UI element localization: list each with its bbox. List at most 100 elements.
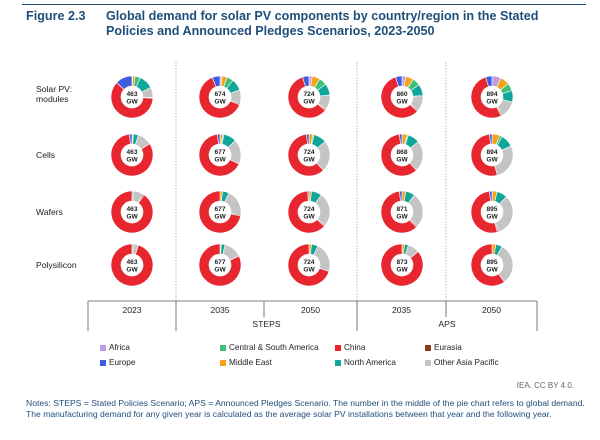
donut-slice bbox=[110, 243, 154, 287]
figure-label: Figure 2.3 bbox=[26, 9, 86, 23]
notes: Notes: STEPS = Stated Policies Scenario;… bbox=[26, 398, 585, 419]
donut-slice bbox=[110, 190, 154, 234]
center-total-label: 724 bbox=[303, 149, 314, 156]
legend-item: North America bbox=[335, 358, 396, 367]
donut-hole bbox=[391, 86, 413, 108]
legend-swatch bbox=[220, 344, 226, 351]
legend-swatch bbox=[335, 344, 341, 351]
donut-hole bbox=[298, 86, 320, 108]
donut-hole bbox=[391, 144, 413, 166]
center-total-label: 860 bbox=[396, 91, 407, 98]
donut-slice bbox=[129, 133, 133, 145]
center-unit-label: GW bbox=[126, 157, 138, 164]
donut-hole bbox=[121, 201, 143, 223]
donut-slice bbox=[489, 133, 493, 145]
center-total-label: 724 bbox=[303, 259, 314, 266]
center-total-label: 677 bbox=[214, 259, 225, 266]
center-total-label: 724 bbox=[303, 91, 314, 98]
donut-slice bbox=[287, 76, 326, 119]
legend-swatch bbox=[220, 359, 226, 366]
legend-swatch bbox=[100, 359, 106, 366]
column-year-label: 2023 bbox=[122, 305, 141, 315]
donut-hole bbox=[391, 201, 413, 223]
donut-slice bbox=[485, 75, 493, 87]
donut-slice bbox=[395, 75, 403, 87]
legend-label: North America bbox=[344, 358, 396, 367]
legend-label: Europe bbox=[109, 358, 136, 367]
donut-slice bbox=[110, 82, 154, 119]
center-unit-label: GW bbox=[214, 267, 226, 274]
center-unit-label: GW bbox=[303, 157, 315, 164]
legend-item: Europe bbox=[100, 358, 135, 367]
legend-item: China bbox=[335, 343, 365, 352]
row-label: Solar PV: modules bbox=[36, 84, 72, 104]
legend-swatch bbox=[100, 344, 106, 351]
center-total-label: 895 bbox=[486, 206, 497, 213]
legend-swatch bbox=[335, 359, 341, 366]
donut-slice bbox=[110, 133, 154, 177]
center-total-label: 894 bbox=[486, 149, 497, 156]
legend-item: Central & South America bbox=[220, 343, 319, 352]
donut-slice bbox=[489, 190, 493, 202]
legend-label: Eurasia bbox=[434, 343, 462, 352]
donut-hole bbox=[121, 144, 143, 166]
center-total-label: 894 bbox=[486, 91, 497, 98]
scenario-label: APS bbox=[438, 319, 455, 329]
donut-slice bbox=[198, 133, 240, 177]
center-total-label: 463 bbox=[126, 91, 137, 98]
donut-slice bbox=[198, 77, 240, 119]
center-unit-label: GW bbox=[396, 214, 408, 221]
donut-slice bbox=[287, 243, 330, 287]
donut-hole bbox=[481, 201, 503, 223]
legend-label: Other Asia Pacific bbox=[434, 358, 499, 367]
center-unit-label: GW bbox=[303, 267, 315, 274]
donut-slice bbox=[399, 190, 403, 202]
legend-label: Middle East bbox=[229, 358, 272, 367]
donut-hole bbox=[481, 254, 503, 276]
donut-slice bbox=[116, 75, 133, 90]
donut-slice bbox=[198, 243, 242, 287]
donut-slice bbox=[287, 133, 324, 177]
donut-hole bbox=[298, 201, 320, 223]
donut-hole bbox=[121, 86, 143, 108]
legend-item: Africa bbox=[100, 343, 130, 352]
center-unit-label: GW bbox=[214, 99, 226, 106]
donut-slice bbox=[302, 75, 310, 87]
center-unit-label: GW bbox=[396, 267, 408, 274]
donut-hole bbox=[391, 254, 413, 276]
top-rule bbox=[22, 4, 586, 5]
legend-label: China bbox=[344, 343, 366, 352]
legend-label: Africa bbox=[109, 343, 130, 352]
row-label: Cells bbox=[36, 150, 55, 160]
center-total-label: 871 bbox=[396, 206, 407, 213]
center-unit-label: GW bbox=[396, 99, 408, 106]
donut-slice bbox=[380, 76, 418, 119]
donut-slice bbox=[470, 243, 505, 287]
center-total-label: 674 bbox=[214, 91, 225, 98]
center-total-label: 463 bbox=[126, 149, 137, 156]
center-total-label: 677 bbox=[214, 149, 225, 156]
donut-hole bbox=[209, 254, 231, 276]
donut-hole bbox=[209, 86, 231, 108]
legend-label: Central & South America bbox=[229, 343, 319, 352]
credit: IEA. CC BY 4.0. bbox=[516, 381, 574, 390]
donut-slice bbox=[211, 75, 221, 88]
donut-slice bbox=[306, 133, 310, 145]
donut-slice bbox=[399, 133, 403, 145]
center-total-label: 868 bbox=[396, 149, 407, 156]
center-unit-label: GW bbox=[486, 99, 498, 106]
column-year-label: 2050 bbox=[301, 305, 320, 315]
legend-swatch bbox=[425, 344, 431, 351]
donut-slice bbox=[380, 190, 417, 234]
center-total-label: 463 bbox=[126, 259, 137, 266]
donut-slice bbox=[307, 190, 310, 202]
donut-slice bbox=[198, 190, 241, 234]
legend-item: Middle East bbox=[220, 358, 272, 367]
center-unit-label: GW bbox=[486, 214, 498, 221]
center-unit-label: GW bbox=[486, 157, 498, 164]
legend-item: Eurasia bbox=[425, 343, 462, 352]
donut-hole bbox=[298, 254, 320, 276]
legend-swatch bbox=[425, 359, 431, 366]
donut-hole bbox=[481, 144, 503, 166]
